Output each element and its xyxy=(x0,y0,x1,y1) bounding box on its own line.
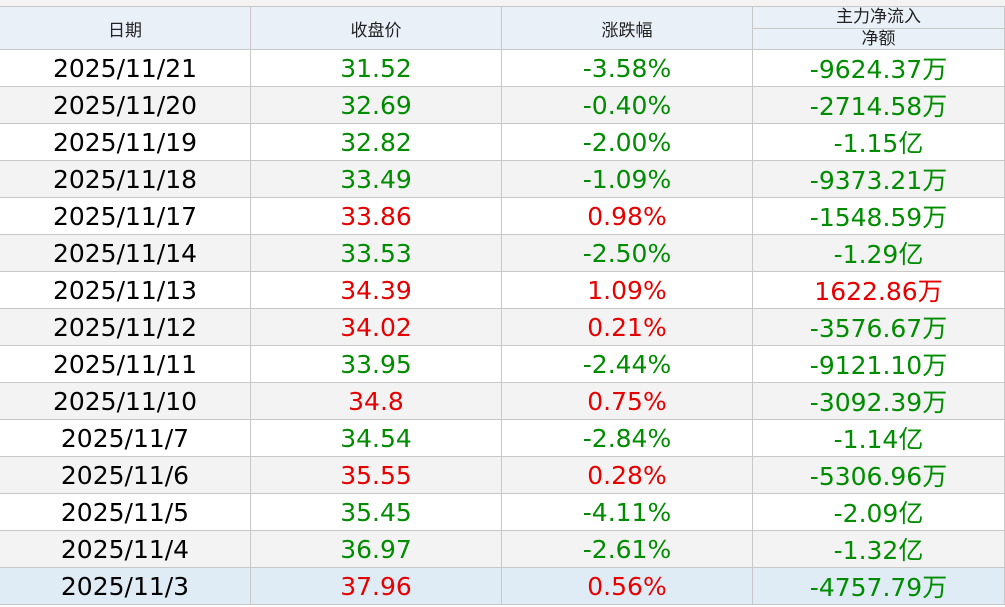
table-cell[interactable]: 32.82 xyxy=(251,124,502,161)
table-cell[interactable]: 2025/11/19 xyxy=(0,124,251,161)
table-cell[interactable]: -9624.37万 xyxy=(753,50,1005,87)
table-cell[interactable]: 0.56% xyxy=(502,568,753,605)
table-cell[interactable]: -1.14亿 xyxy=(753,420,1005,457)
table-cell[interactable]: 2025/11/17 xyxy=(0,198,251,235)
header-cell[interactable]: 涨跌幅 xyxy=(502,7,753,50)
table-cell[interactable]: 31.52 xyxy=(251,50,502,87)
table-cell[interactable]: -9373.21万 xyxy=(753,161,1005,198)
table-cell[interactable]: -9121.10万 xyxy=(753,346,1005,383)
table-cell[interactable]: -2.50% xyxy=(502,235,753,272)
table-cell[interactable]: 34.8 xyxy=(251,383,502,420)
table-cell[interactable]: -1.09% xyxy=(502,161,753,198)
table-cell[interactable]: 33.49 xyxy=(251,161,502,198)
header-cell[interactable]: 收盘价 xyxy=(251,7,502,50)
table-cell[interactable]: 35.55 xyxy=(251,457,502,494)
table-cell[interactable]: 34.39 xyxy=(251,272,502,309)
header-cell[interactable]: 主力净流入 净额 xyxy=(753,7,1005,50)
table-cell[interactable]: -3092.39万 xyxy=(753,383,1005,420)
header-text: 主力净流入 xyxy=(753,7,1004,29)
table-cell[interactable]: 0.28% xyxy=(502,457,753,494)
table-cell[interactable]: -4757.79万 xyxy=(753,568,1005,605)
table-cell[interactable]: -2.00% xyxy=(502,124,753,161)
table-cell[interactable]: 2025/11/11 xyxy=(0,346,251,383)
table-cell[interactable]: 2025/11/13 xyxy=(0,272,251,309)
data-table: 日期 收盘价 涨跌幅 主力净流入 净额 2025/11/21 31.52 -3.58… xyxy=(0,7,1005,605)
table-cell[interactable]: 2025/11/6 xyxy=(0,457,251,494)
table-cell[interactable]: 2025/11/14 xyxy=(0,235,251,272)
table-cell[interactable]: 0.75% xyxy=(502,383,753,420)
table-cell[interactable]: 37.96 xyxy=(251,568,502,605)
table-cell[interactable]: -2.61% xyxy=(502,531,753,568)
table-cell[interactable]: 2025/11/4 xyxy=(0,531,251,568)
table-cell[interactable]: 2025/11/7 xyxy=(0,420,251,457)
table-cell[interactable]: 2025/11/18 xyxy=(0,161,251,198)
table-cell[interactable]: 2025/11/3 xyxy=(0,568,251,605)
table-cell[interactable]: 1.09% xyxy=(502,272,753,309)
table-cell[interactable]: 36.97 xyxy=(251,531,502,568)
table-cell[interactable]: 0.98% xyxy=(502,198,753,235)
table-cell[interactable]: -1.15亿 xyxy=(753,124,1005,161)
table-cell[interactable]: -2.44% xyxy=(502,346,753,383)
table-cell[interactable]: 2025/11/12 xyxy=(0,309,251,346)
table-cell[interactable]: 32.69 xyxy=(251,87,502,124)
table-cell[interactable]: -1548.59万 xyxy=(753,198,1005,235)
table-cell[interactable]: 33.95 xyxy=(251,346,502,383)
header-sub-text: 净额 xyxy=(861,28,896,49)
table-cell[interactable]: 0.21% xyxy=(502,309,753,346)
table-cell[interactable]: 34.54 xyxy=(251,420,502,457)
table-cell[interactable]: 33.86 xyxy=(251,198,502,235)
table-cell[interactable]: -1.32亿 xyxy=(753,531,1005,568)
column-strip xyxy=(0,0,1005,7)
table-cell[interactable]: 2025/11/20 xyxy=(0,87,251,124)
table-cell[interactable]: -3576.67万 xyxy=(753,309,1005,346)
table-cell[interactable]: -0.40% xyxy=(502,87,753,124)
table-cell[interactable]: 35.45 xyxy=(251,494,502,531)
table-cell[interactable]: -1.29亿 xyxy=(753,235,1005,272)
table-cell[interactable]: 2025/11/21 xyxy=(0,50,251,87)
table-cell[interactable]: 2025/11/5 xyxy=(0,494,251,531)
table-cell[interactable]: 34.02 xyxy=(251,309,502,346)
table-cell[interactable]: -5306.96万 xyxy=(753,457,1005,494)
table-cell[interactable]: 2025/11/10 xyxy=(0,383,251,420)
header-cell[interactable]: 日期 xyxy=(0,7,251,50)
table-cell[interactable]: -2.09亿 xyxy=(753,494,1005,531)
table-cell[interactable]: -3.58% xyxy=(502,50,753,87)
table-cell[interactable]: 33.53 xyxy=(251,235,502,272)
table-cell[interactable]: -2.84% xyxy=(502,420,753,457)
table-cell[interactable]: 1622.86万 xyxy=(753,272,1005,309)
table-cell[interactable]: -2714.58万 xyxy=(753,87,1005,124)
table-cell[interactable]: -4.11% xyxy=(502,494,753,531)
